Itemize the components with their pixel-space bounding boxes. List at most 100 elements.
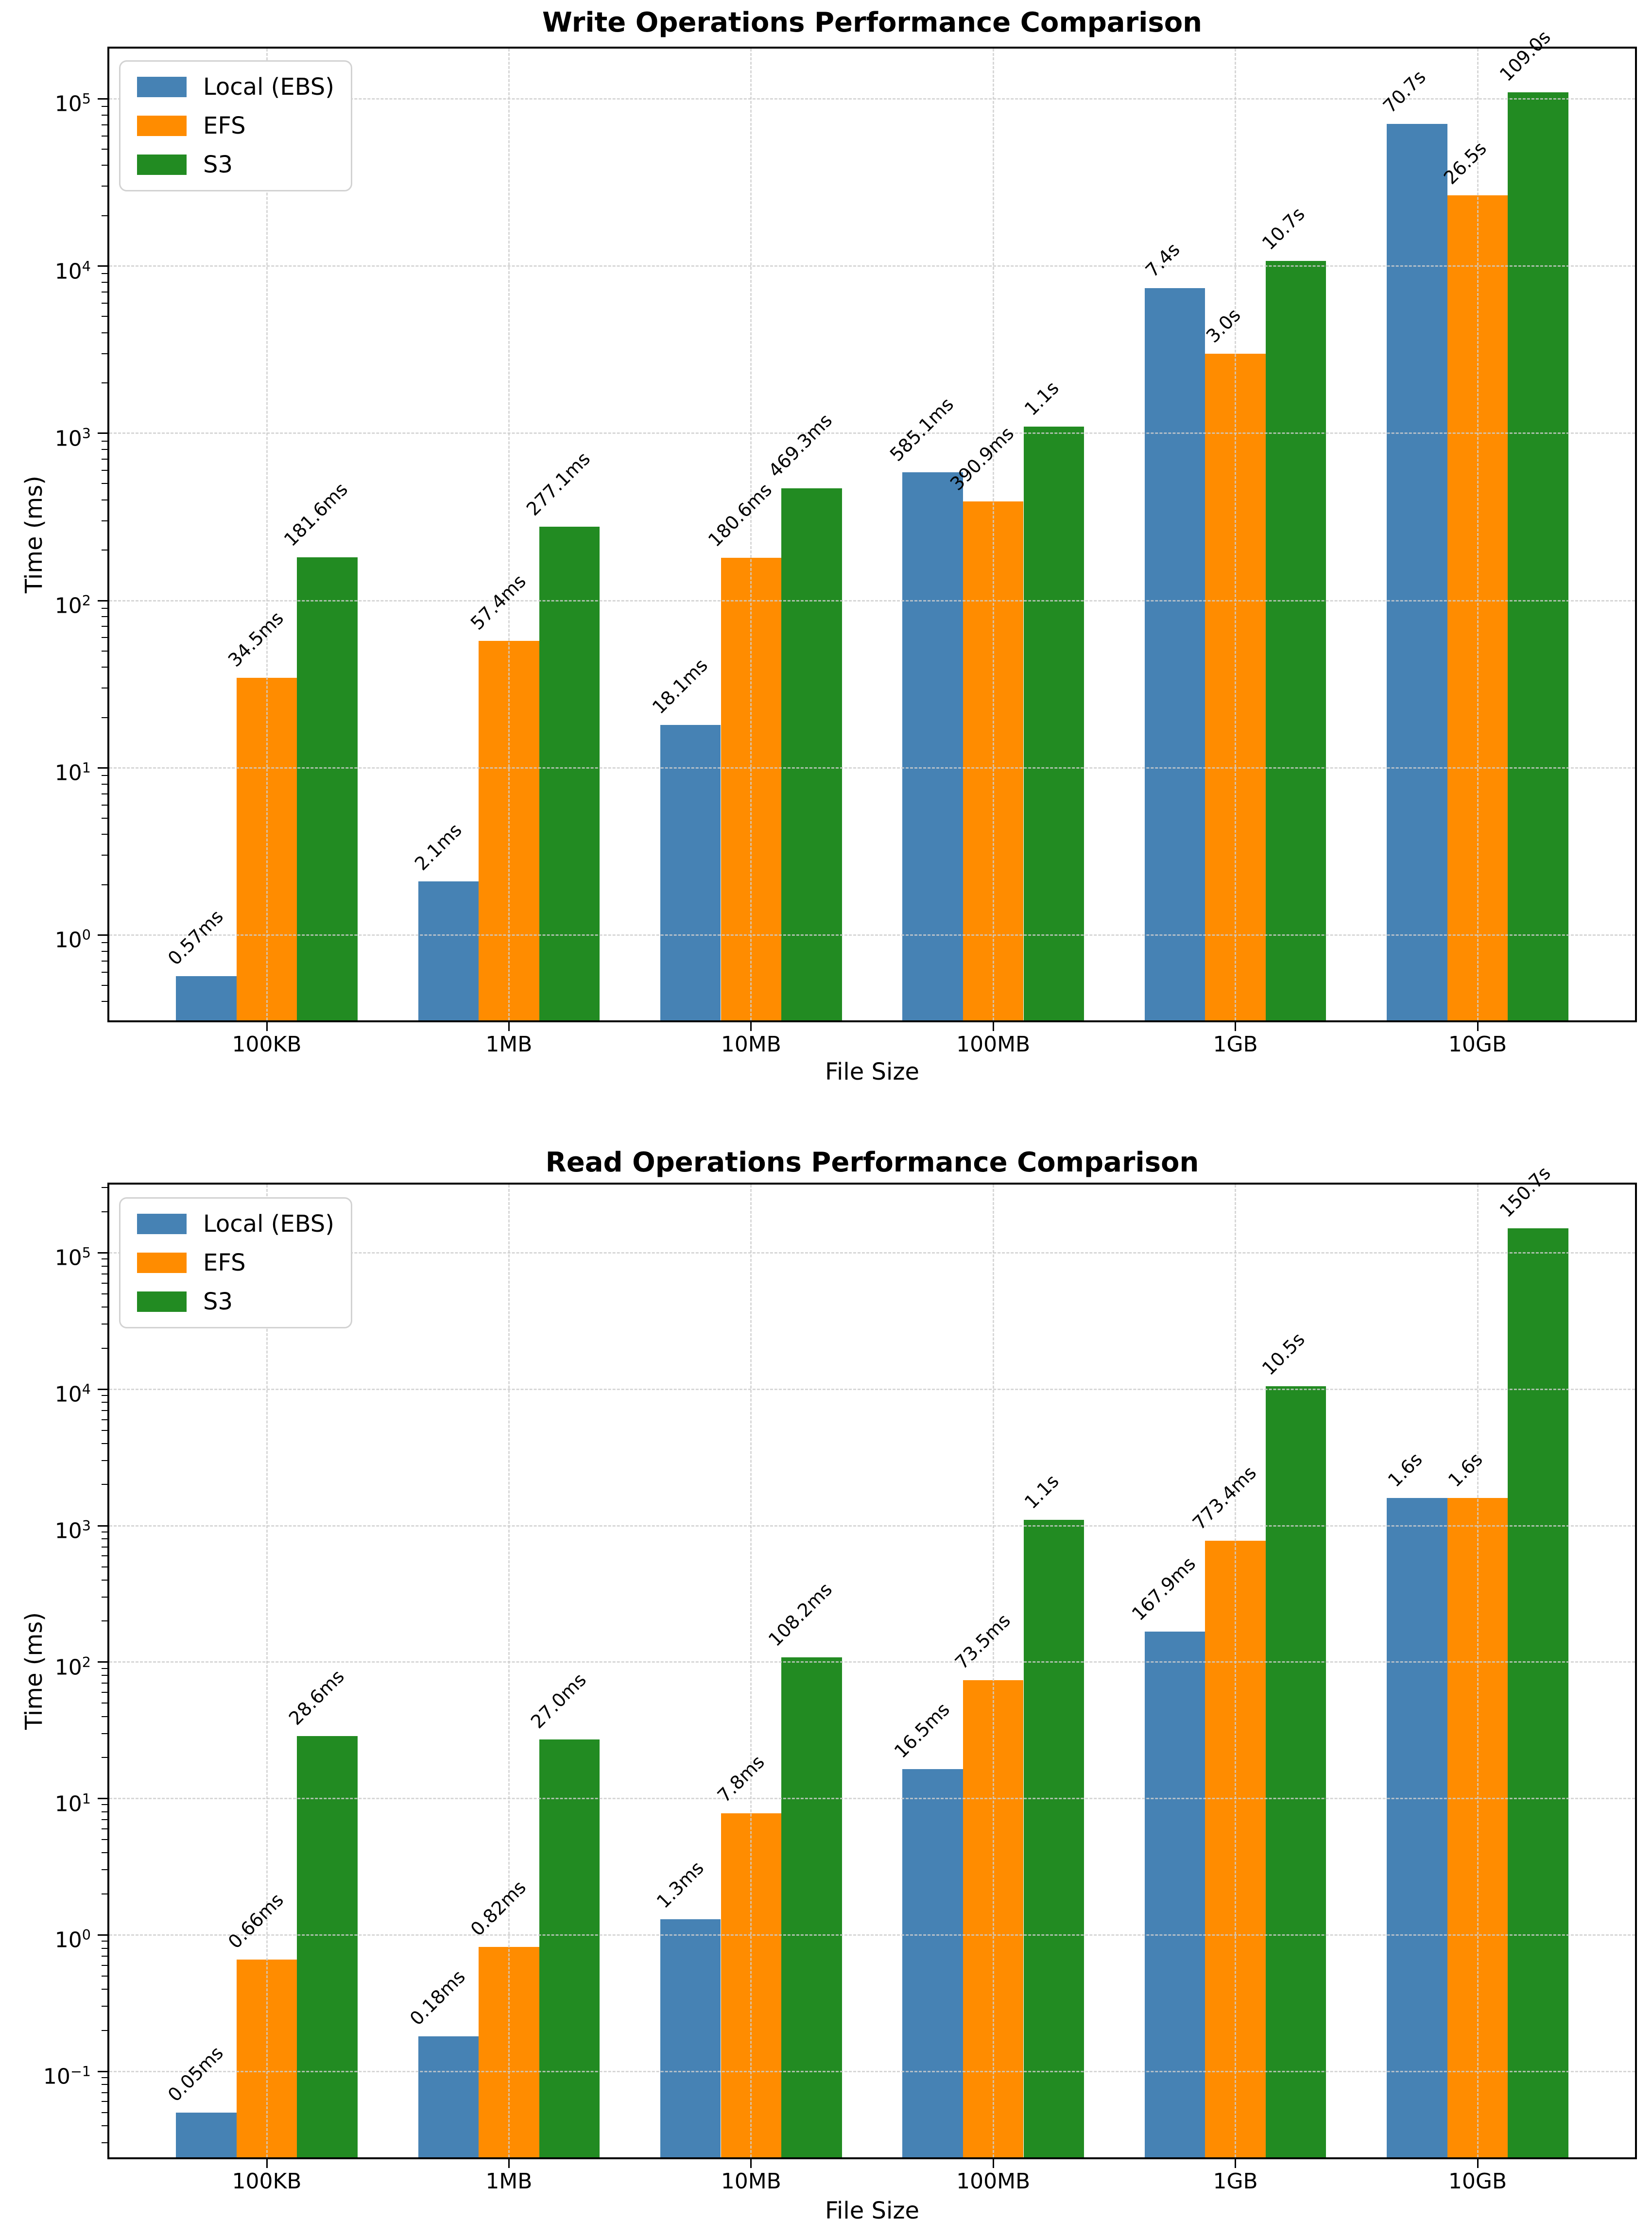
y-minor-tick (102, 2084, 107, 2085)
bar-localebs-1gb (1144, 1631, 1205, 2157)
legend-item-label: S3 (203, 151, 233, 178)
y-minor-tick (102, 817, 107, 819)
y-major-tick (98, 1388, 107, 1390)
y-minor-tick (102, 483, 107, 484)
y-minor-tick (102, 1443, 107, 1444)
y-minor-tick (102, 834, 107, 835)
y-minor-tick (102, 106, 107, 107)
y-minor-tick (102, 1716, 107, 1717)
y-minor-tick (102, 637, 107, 638)
gridline-x (508, 1185, 510, 2157)
bar-s3-10mb (781, 1657, 842, 2157)
y-major-tick (98, 1661, 107, 1663)
legend-item: Local (EBS) (137, 1212, 334, 1236)
y-minor-tick (102, 1692, 107, 1693)
gridline-y (109, 2070, 1635, 2072)
y-minor-tick (102, 470, 107, 471)
chart-title: Read Operations Performance Comparison (545, 1147, 1199, 1178)
y-minor-tick (102, 1484, 107, 1485)
legend-item-label: Local (EBS) (203, 73, 334, 101)
y-minor-tick (102, 2101, 107, 2102)
y-minor-tick (102, 1419, 107, 1420)
y-minor-tick (102, 793, 107, 794)
read-operations-chart: Read Operations Performance Comparison T… (0, 1118, 1652, 2237)
y-minor-tick (102, 520, 107, 521)
y-tick-label: 101 (54, 1790, 91, 1817)
gridline-x (1477, 49, 1479, 1020)
bar-localebs-1mb (418, 2036, 479, 2157)
bar-localebs-1mb (418, 881, 479, 1020)
y-minor-tick (102, 1273, 107, 1274)
y-minor-tick (102, 1675, 107, 1676)
legend-swatch-localebs (137, 77, 187, 97)
x-tick-label: 1GB (1213, 2169, 1258, 2194)
y-minor-tick (102, 950, 107, 952)
y-major-tick (98, 934, 107, 936)
bar-localebs-100mb (902, 472, 963, 1020)
y-minor-tick (102, 1964, 107, 1966)
y-tick-label: 102 (54, 1653, 91, 1680)
y-minor-tick (102, 1683, 107, 1684)
y-minor-tick (102, 1839, 107, 1841)
x-tick (508, 2159, 510, 2168)
y-minor-tick (102, 1347, 107, 1349)
legend-item-label: Local (EBS) (203, 1210, 334, 1238)
y-minor-tick (102, 960, 107, 962)
y-minor-tick (102, 971, 107, 973)
y-minor-tick (102, 1975, 107, 1977)
y-minor-tick (102, 2030, 107, 2031)
y-minor-tick (102, 1211, 107, 1212)
gridline-y (109, 432, 1635, 434)
y-minor-tick (102, 550, 107, 551)
gridline-y (109, 600, 1635, 602)
y-minor-tick (102, 1869, 107, 1871)
y-tick-label: 104 (54, 258, 91, 284)
bar-s3-1mb (539, 1739, 600, 2157)
legend: Local (EBS) EFS S3 (119, 1197, 352, 1328)
x-tick (1477, 2159, 1479, 2168)
y-minor-tick (102, 1460, 107, 1461)
y-minor-tick (102, 1596, 107, 1598)
chart-title: Write Operations Performance Comparison (542, 7, 1203, 38)
y-minor-tick (102, 1001, 107, 1002)
y-tick-label: 102 (54, 592, 91, 619)
y-minor-tick (102, 1555, 107, 1557)
y-minor-tick (102, 804, 107, 806)
bar-localebs-1gb (1144, 288, 1205, 1020)
y-tick-label: 103 (54, 425, 91, 451)
x-tick (1477, 1022, 1479, 1031)
x-tick (266, 2159, 268, 2168)
y-minor-tick (102, 273, 107, 275)
y-minor-tick (102, 626, 107, 627)
gridline-y (109, 98, 1635, 100)
x-tick-label: 10GB (1448, 2169, 1507, 2194)
y-tick-label: 103 (54, 1517, 91, 1544)
gridline-y (109, 1661, 1635, 1663)
y-minor-tick (102, 1395, 107, 1396)
y-minor-tick (102, 1566, 107, 1567)
x-tick-label: 100MB (956, 1032, 1031, 1057)
y-minor-tick (102, 1703, 107, 1704)
y-minor-tick (102, 667, 107, 668)
y-minor-tick (102, 1282, 107, 1284)
y-minor-tick (102, 775, 107, 776)
y-minor-tick (102, 1620, 107, 1622)
gridline-x (750, 49, 752, 1020)
bar-localebs-10gb (1387, 1497, 1447, 2157)
gridline-x (1477, 1185, 1479, 2157)
y-minor-tick (102, 302, 107, 304)
bar-localebs-10mb (660, 1919, 721, 2157)
bar-localebs-100kb (176, 976, 237, 1020)
bar-s3-100kb (297, 1736, 358, 2157)
gridline-y (109, 1388, 1635, 1390)
legend-item: Local (EBS) (137, 75, 334, 99)
gridline-x (992, 49, 994, 1020)
y-major-tick (98, 767, 107, 769)
y-tick-label: 100 (54, 927, 91, 953)
x-tick (1235, 2159, 1237, 2168)
bar-s3-1gb (1265, 1386, 1326, 2157)
y-minor-tick (102, 165, 107, 166)
plot-background (109, 1185, 1635, 2157)
y-minor-tick (102, 449, 107, 450)
x-tick-label: 100KB (232, 2169, 302, 2194)
